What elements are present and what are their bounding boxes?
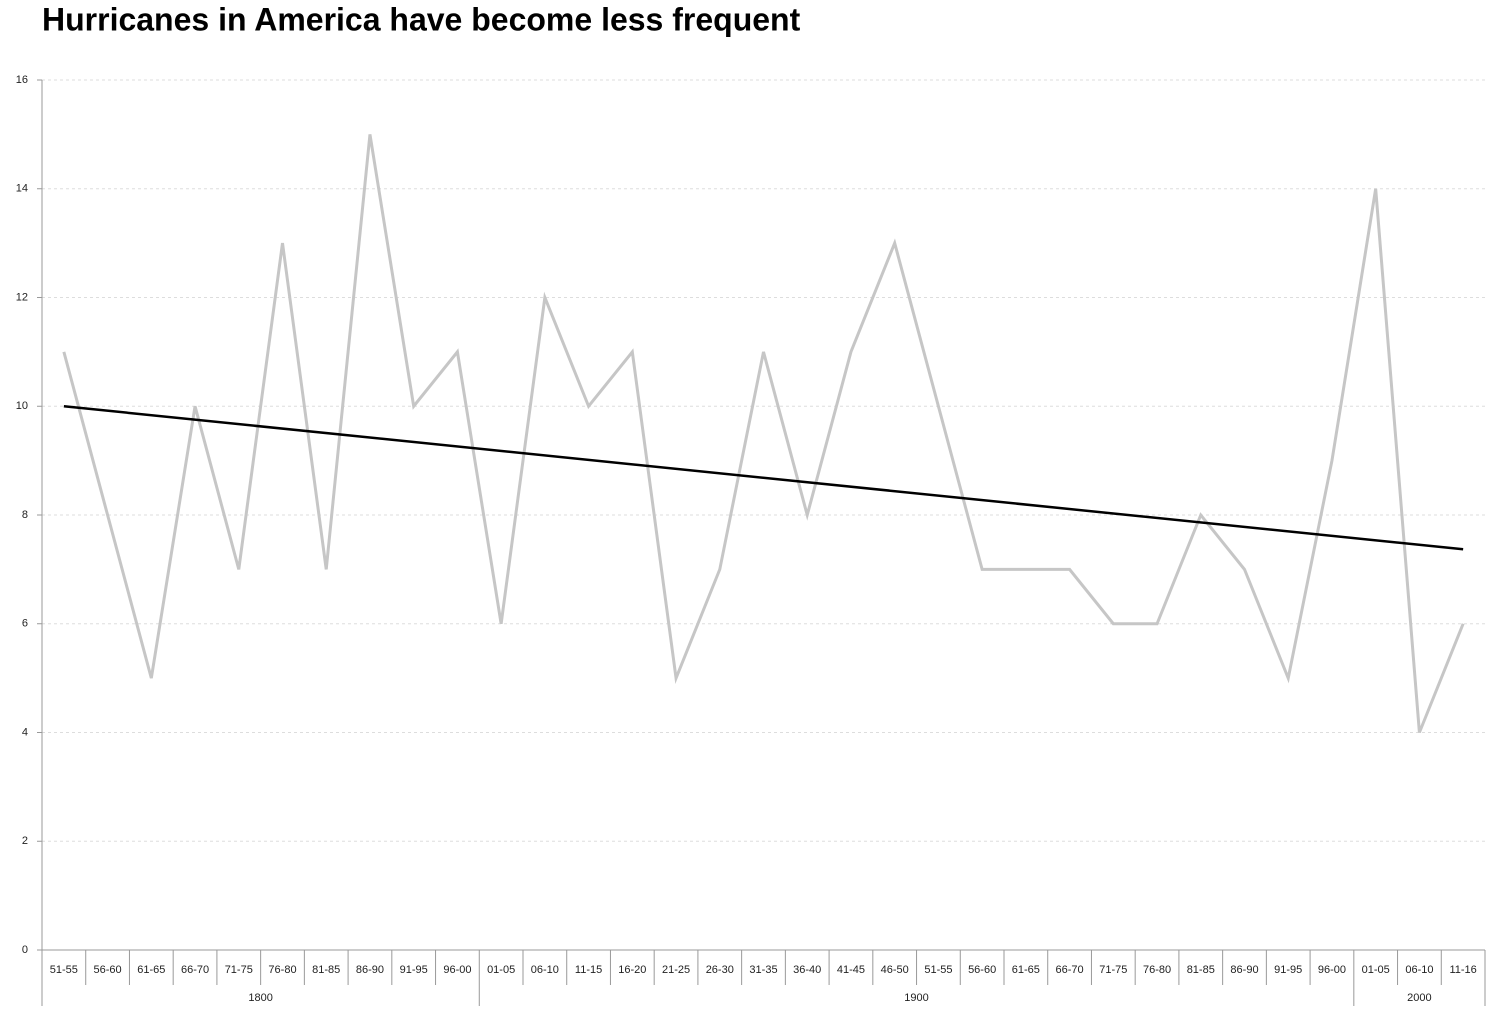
- group-label: 2000: [1407, 992, 1431, 1004]
- x-tick-label: 71-75: [1099, 964, 1127, 976]
- x-tick-label: 86-90: [1230, 964, 1258, 976]
- x-tick-label: 76-80: [1143, 964, 1171, 976]
- group-label: 1800: [248, 992, 272, 1004]
- x-tick-label: 11-15: [575, 964, 602, 976]
- y-tick-label: 2: [22, 835, 28, 847]
- y-tick-label: 14: [16, 183, 28, 195]
- x-tick-label: 41-45: [837, 964, 865, 976]
- y-tick-label: 4: [22, 726, 28, 738]
- x-tick-label: 01-05: [1362, 964, 1390, 976]
- x-tick-label: 31-35: [749, 964, 777, 976]
- y-tick-label: 12: [16, 291, 28, 303]
- x-tick-label: 36-40: [793, 964, 821, 976]
- x-tick-label: 76-80: [268, 964, 296, 976]
- y-tick-label: 6: [22, 618, 28, 630]
- x-tick-label: 91-95: [400, 964, 428, 976]
- x-tick-label: 16-20: [618, 964, 646, 976]
- chart-title: Hurricanes in America have become less f…: [42, 1, 801, 37]
- y-tick-label: 8: [22, 509, 28, 521]
- x-tick-label: 81-85: [312, 964, 340, 976]
- x-tick-label: 21-25: [662, 964, 690, 976]
- data-line: [62, 134, 1465, 734]
- x-tick-label: 66-70: [181, 964, 209, 976]
- x-tick-label: 11-16: [1449, 964, 1476, 976]
- y-tick-label: 16: [16, 74, 28, 86]
- x-tick-label: 66-70: [1056, 964, 1084, 976]
- x-tick-label: 91-95: [1274, 964, 1302, 976]
- x-tick-label: 56-60: [94, 964, 122, 976]
- x-tick-label: 06-10: [531, 964, 559, 976]
- y-tick-label: 0: [22, 944, 28, 956]
- x-tick-label: 61-65: [137, 964, 165, 976]
- x-tick-label: 26-30: [706, 964, 734, 976]
- x-tick-label: 96-00: [1318, 964, 1346, 976]
- x-tick-label: 51-55: [924, 964, 952, 976]
- x-tick-label: 61-65: [1012, 964, 1040, 976]
- x-tick-label: 81-85: [1187, 964, 1215, 976]
- x-tick-label: 01-05: [487, 964, 515, 976]
- x-tick-label: 96-00: [443, 964, 471, 976]
- x-tick-label: 06-10: [1405, 964, 1433, 976]
- x-tick-label: 86-90: [356, 964, 384, 976]
- x-tick-label: 56-60: [968, 964, 996, 976]
- y-tick-label: 10: [16, 400, 28, 412]
- trend-line: [63, 405, 1464, 551]
- x-tick-label: 51-55: [50, 964, 78, 976]
- group-label: 1900: [904, 992, 928, 1004]
- x-tick-label: 46-50: [881, 964, 909, 976]
- x-tick-label: 71-75: [225, 964, 253, 976]
